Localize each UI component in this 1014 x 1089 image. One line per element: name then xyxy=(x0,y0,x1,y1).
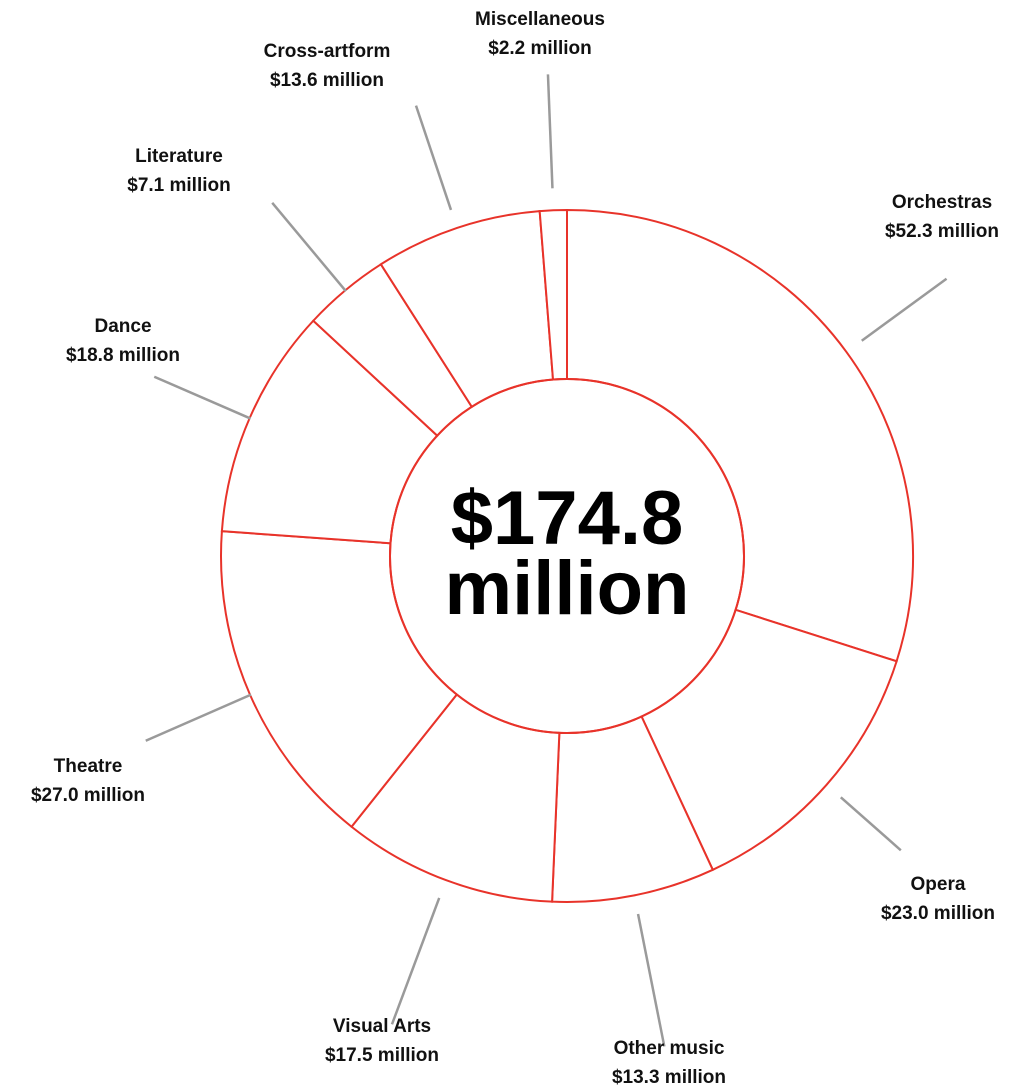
label-group: Orchestras $52.3 million Opera $23.0 millio… xyxy=(31,9,999,1088)
slice-category-label: Orchestras xyxy=(892,192,992,213)
donut-inner-ring xyxy=(389,378,745,734)
leader-line xyxy=(271,202,347,292)
leader-line xyxy=(390,897,441,1025)
leader-line xyxy=(546,74,554,189)
slice-category-label: Theatre xyxy=(54,756,123,777)
slice-category-label: Dance xyxy=(94,316,151,337)
slice-value-label: $52.3 million xyxy=(885,221,999,242)
slice-value-label: $17.5 million xyxy=(325,1045,439,1066)
slice-value-label: $7.1 million xyxy=(127,175,230,196)
center-total-line-2: million xyxy=(445,546,690,631)
slice-value-label: $23.0 million xyxy=(881,903,995,924)
slice-value-label: $18.8 million xyxy=(66,345,180,366)
slice-value-label: $13.6 million xyxy=(270,70,384,91)
leader-line xyxy=(145,693,252,742)
slice-category-label: Cross-artform xyxy=(264,41,391,62)
leader-line-group xyxy=(145,74,948,1047)
slice-category-label: Other music xyxy=(614,1038,725,1059)
center-total-line-1: $174.8 xyxy=(451,476,683,561)
leader-line xyxy=(861,277,948,342)
slice-category-label: Literature xyxy=(135,146,223,167)
slice-category-label: Visual Arts xyxy=(333,1016,431,1037)
slice-group xyxy=(220,208,914,903)
leader-line xyxy=(636,913,666,1047)
leader-line xyxy=(414,105,453,211)
slice-value-label: $2.2 million xyxy=(488,38,591,59)
leader-line xyxy=(153,375,252,420)
slice-category-label: Miscellaneous xyxy=(475,9,605,30)
leader-line xyxy=(839,796,902,852)
slice-value-label: $27.0 million xyxy=(31,785,145,806)
slice-category-label: Opera xyxy=(911,874,966,895)
slice-value-label: $13.3 million xyxy=(612,1067,726,1088)
